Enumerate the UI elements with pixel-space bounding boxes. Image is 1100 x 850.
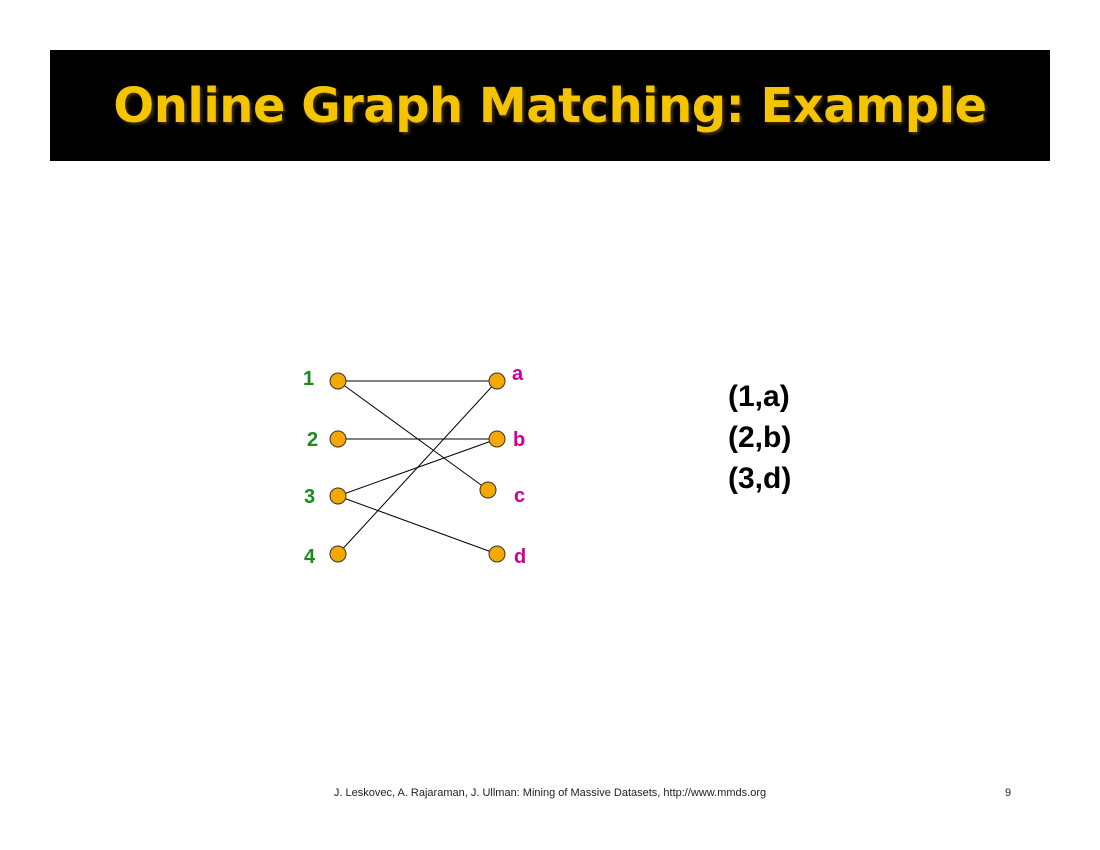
node-2 (329, 430, 347, 448)
node-label-a: a (512, 363, 524, 385)
edge-1-c (337, 380, 489, 491)
bipartite-graph: 1 2 3 4 a b c d (303, 363, 526, 568)
node-label-4: 4 (304, 546, 316, 568)
title-bar: Online Graph Matching: Example (50, 50, 1050, 161)
node-label-c: c (514, 485, 525, 507)
node-b (488, 430, 506, 448)
node-3 (329, 487, 347, 505)
edge-3-d (337, 495, 498, 555)
node-c (479, 481, 497, 499)
matching-list: (1,a) (2,b) (3,d) (728, 376, 791, 499)
node-label-1: 1 (303, 368, 314, 390)
nodes-layer (329, 372, 506, 563)
node-4 (329, 545, 347, 563)
matching-pair: (3,d) (728, 462, 792, 495)
node-label-2: 2 (307, 429, 318, 451)
edge-4-a (337, 380, 498, 555)
node-label-d: d (514, 546, 526, 568)
edges-layer (337, 380, 498, 555)
node-label-3: 3 (304, 486, 315, 508)
node-d (488, 545, 506, 563)
matching-pair: (2,b) (728, 421, 792, 454)
node-1 (329, 372, 347, 390)
page-number: 9 (1005, 787, 1012, 799)
matching-pair: (1,a) (728, 380, 790, 413)
footer-citation: J. Leskovec, A. Rajaraman, J. Ullman: Mi… (333, 787, 767, 799)
slide-title: Online Graph Matching: Example (113, 77, 987, 134)
node-a (488, 372, 506, 390)
labels-layer: 1 2 3 4 a b c d (303, 363, 526, 568)
node-label-b: b (513, 429, 525, 451)
